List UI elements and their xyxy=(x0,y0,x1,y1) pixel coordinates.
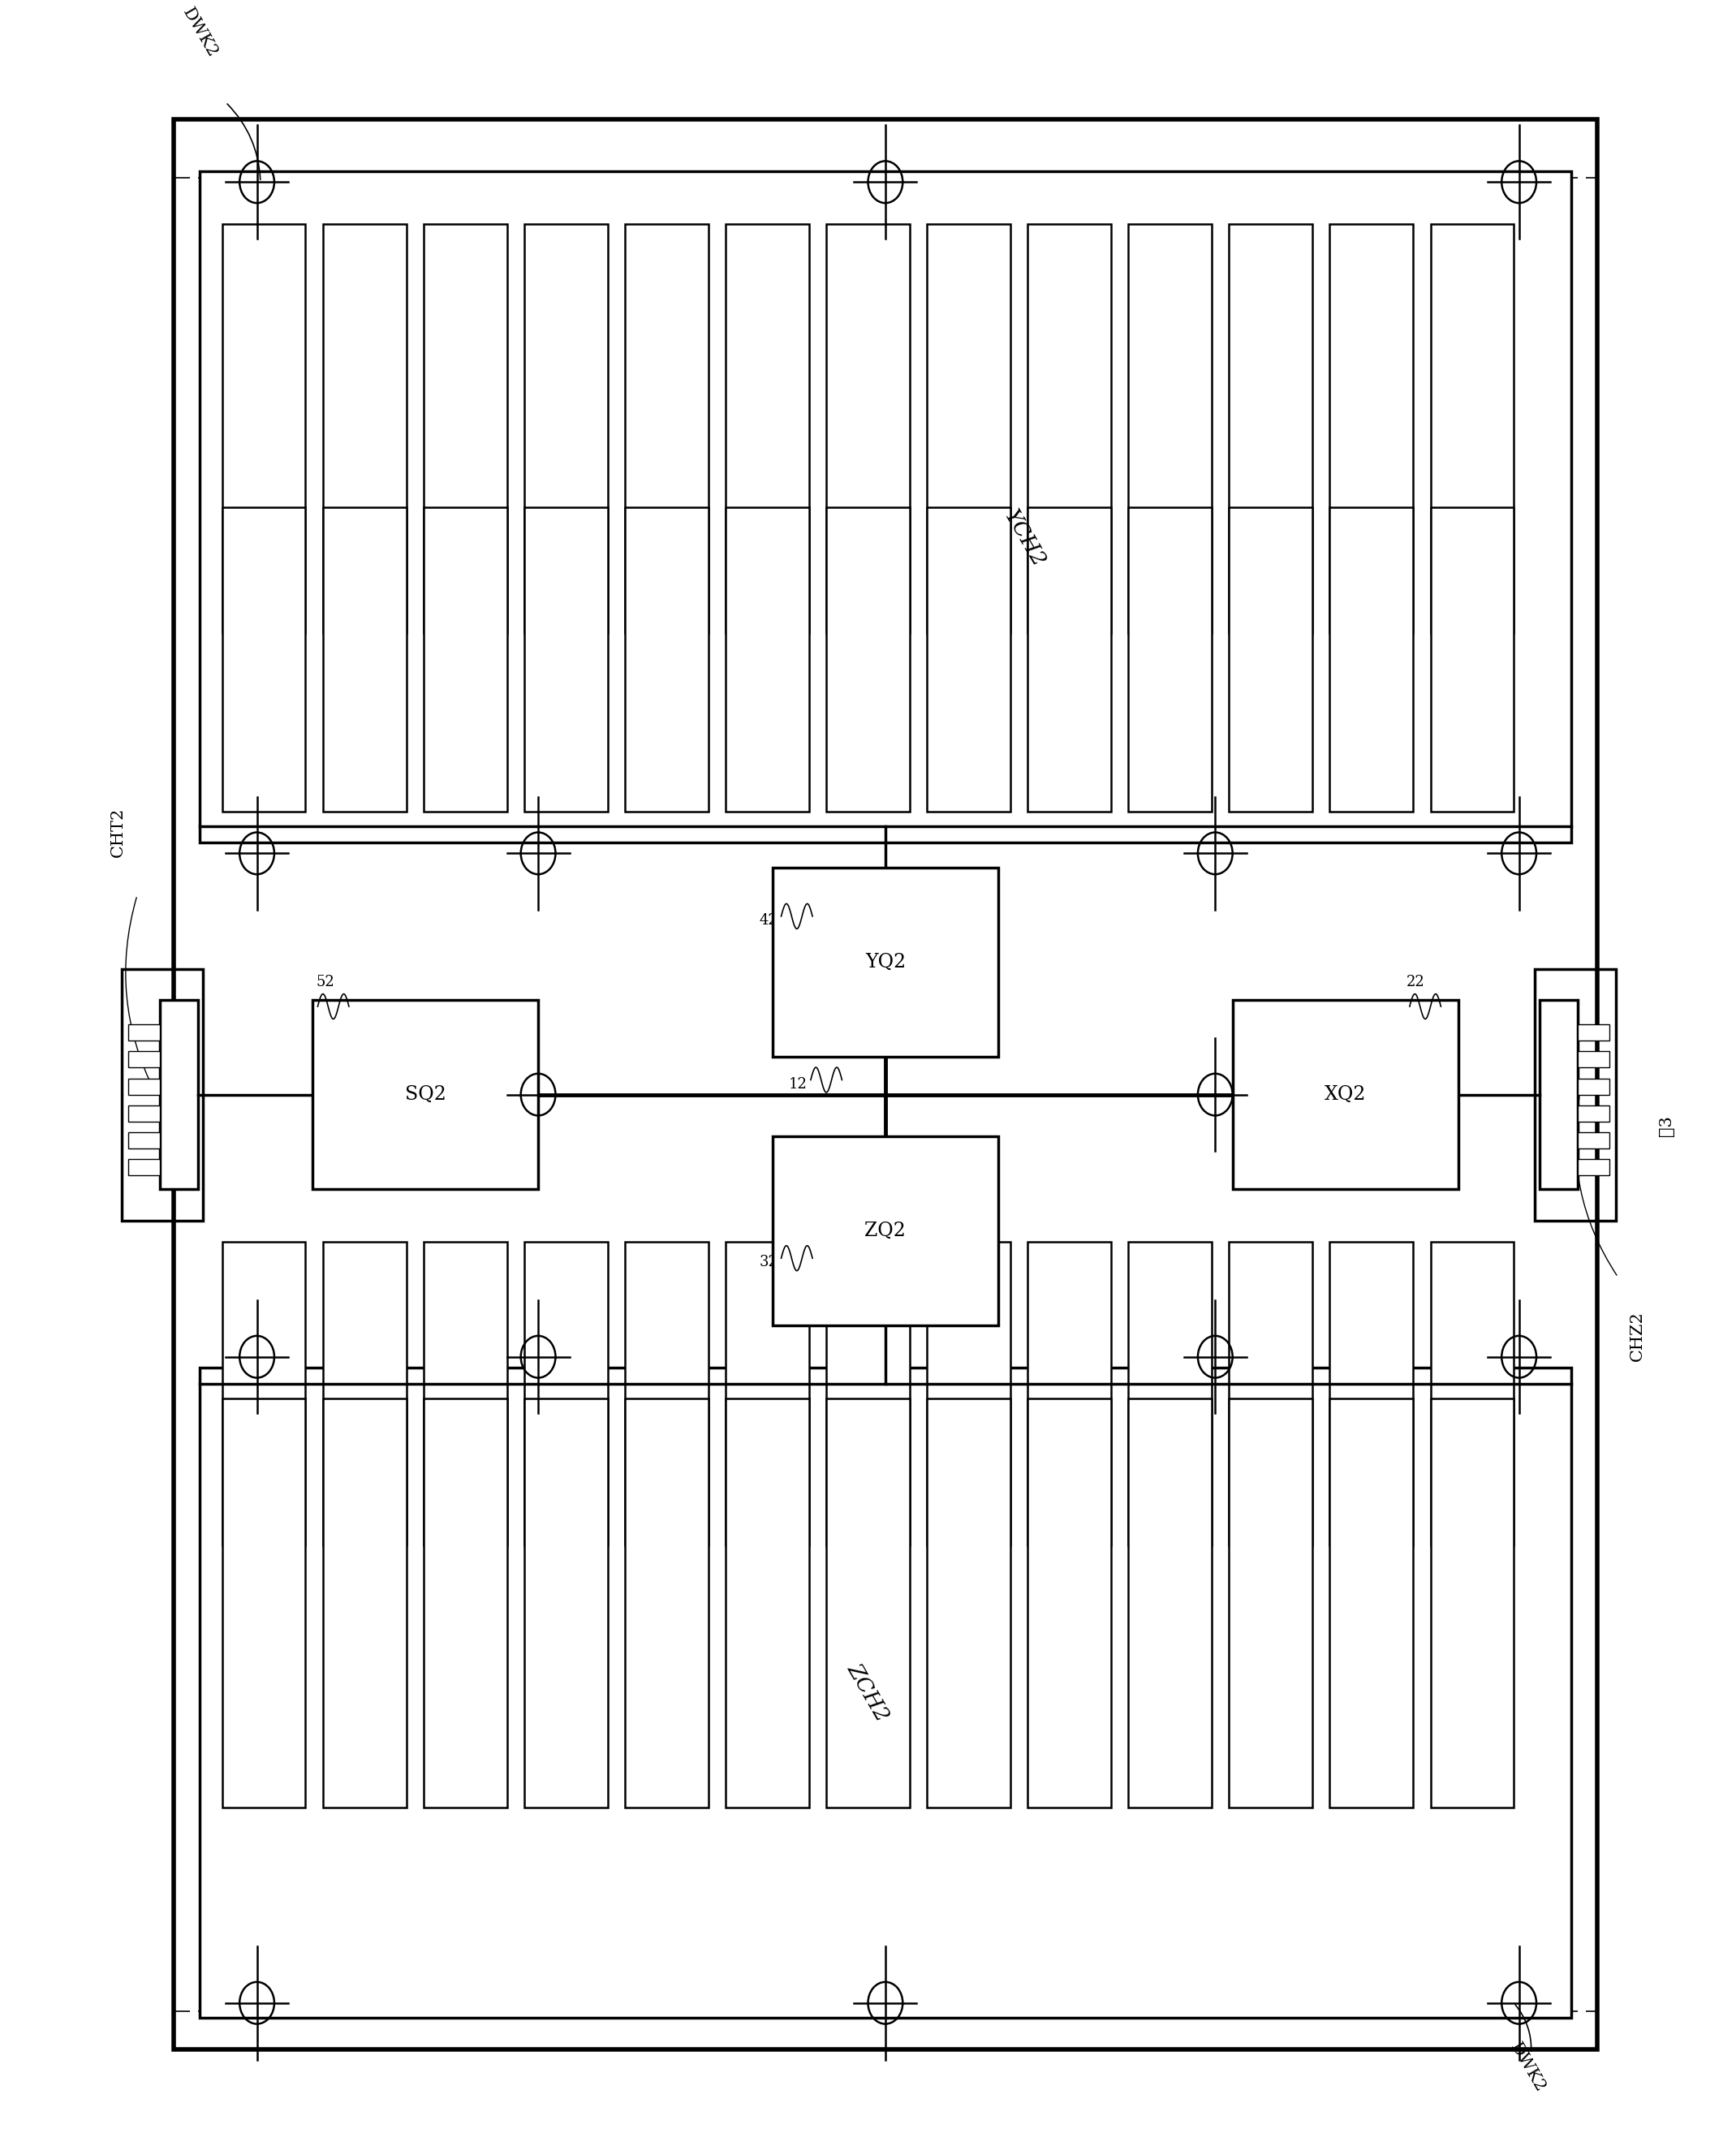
Bar xyxy=(1128,224,1212,634)
Bar xyxy=(222,1241,306,1546)
Bar xyxy=(524,508,608,811)
Bar xyxy=(524,224,608,634)
Bar xyxy=(726,508,809,811)
Bar xyxy=(323,508,406,811)
Bar xyxy=(625,1241,708,1546)
Bar xyxy=(524,1399,608,1809)
Bar xyxy=(323,1241,406,1546)
Text: 图3: 图3 xyxy=(1660,1116,1674,1137)
Bar xyxy=(1430,1241,1514,1546)
Bar xyxy=(1330,224,1413,634)
Bar xyxy=(323,1399,406,1809)
Bar xyxy=(424,1399,507,1809)
Bar xyxy=(927,1399,1010,1809)
Text: YQ2: YQ2 xyxy=(865,953,906,973)
Bar xyxy=(424,224,507,634)
Bar xyxy=(927,508,1010,811)
Text: 12: 12 xyxy=(788,1077,807,1092)
Bar xyxy=(128,1105,160,1122)
Bar xyxy=(826,1241,910,1546)
Bar xyxy=(1229,508,1312,811)
Bar xyxy=(927,224,1010,634)
Bar xyxy=(1330,1241,1413,1546)
Bar xyxy=(122,968,203,1220)
Bar xyxy=(174,119,1597,2050)
Bar xyxy=(1028,224,1111,634)
Bar xyxy=(1535,968,1616,1220)
Bar xyxy=(625,508,708,811)
Bar xyxy=(1128,508,1212,811)
Bar xyxy=(524,1241,608,1546)
Bar xyxy=(1229,224,1312,634)
Text: CHZ2: CHZ2 xyxy=(1630,1312,1644,1361)
Bar xyxy=(424,508,507,811)
Bar xyxy=(1578,1105,1609,1122)
Bar xyxy=(1430,508,1514,811)
Bar xyxy=(1128,1241,1212,1546)
Bar xyxy=(1229,1399,1312,1809)
Bar xyxy=(1430,224,1514,634)
Bar xyxy=(222,224,306,634)
Text: DWK2: DWK2 xyxy=(179,6,220,60)
Bar xyxy=(726,1399,809,1809)
Text: 32: 32 xyxy=(759,1254,778,1269)
Text: ZQ2: ZQ2 xyxy=(865,1222,906,1239)
Text: 52: 52 xyxy=(316,975,335,990)
Bar xyxy=(1128,1399,1212,1809)
Text: DWK2: DWK2 xyxy=(1507,2041,1549,2095)
Bar xyxy=(200,1367,1571,2018)
Bar xyxy=(128,1133,160,1148)
Bar xyxy=(1578,1052,1609,1069)
Text: CHT2: CHT2 xyxy=(111,808,125,857)
Text: ZCH2: ZCH2 xyxy=(844,1659,892,1726)
Bar xyxy=(424,1241,507,1546)
Bar xyxy=(128,1052,160,1069)
Bar xyxy=(222,1399,306,1809)
Bar xyxy=(625,1399,708,1809)
Text: SQ2: SQ2 xyxy=(404,1086,446,1105)
Bar xyxy=(1578,1133,1609,1148)
Text: YCH2: YCH2 xyxy=(1000,508,1049,572)
Bar xyxy=(1578,1160,1609,1175)
Text: 42: 42 xyxy=(759,913,778,928)
Bar xyxy=(726,224,809,634)
Bar xyxy=(323,224,406,634)
Bar xyxy=(312,1000,538,1188)
Bar xyxy=(1028,1241,1111,1546)
Bar xyxy=(1540,1000,1578,1188)
Bar xyxy=(726,1241,809,1546)
Bar xyxy=(1578,1024,1609,1041)
Bar xyxy=(1233,1000,1458,1188)
Bar xyxy=(773,1137,998,1325)
Bar xyxy=(773,868,998,1056)
Bar xyxy=(826,508,910,811)
Bar xyxy=(128,1024,160,1041)
Bar xyxy=(625,224,708,634)
Bar xyxy=(826,1399,910,1809)
Text: XQ2: XQ2 xyxy=(1325,1086,1366,1105)
Bar xyxy=(1430,1399,1514,1809)
Bar xyxy=(927,1241,1010,1546)
Bar xyxy=(128,1079,160,1094)
Bar xyxy=(1229,1241,1312,1546)
Bar xyxy=(222,508,306,811)
Bar xyxy=(1330,508,1413,811)
Bar xyxy=(1578,1079,1609,1094)
Bar xyxy=(1028,1399,1111,1809)
Bar xyxy=(1028,508,1111,811)
Bar xyxy=(826,224,910,634)
Text: 22: 22 xyxy=(1406,975,1425,990)
Bar xyxy=(128,1160,160,1175)
Bar xyxy=(1330,1399,1413,1809)
Bar xyxy=(200,171,1571,843)
Bar xyxy=(160,1000,198,1188)
